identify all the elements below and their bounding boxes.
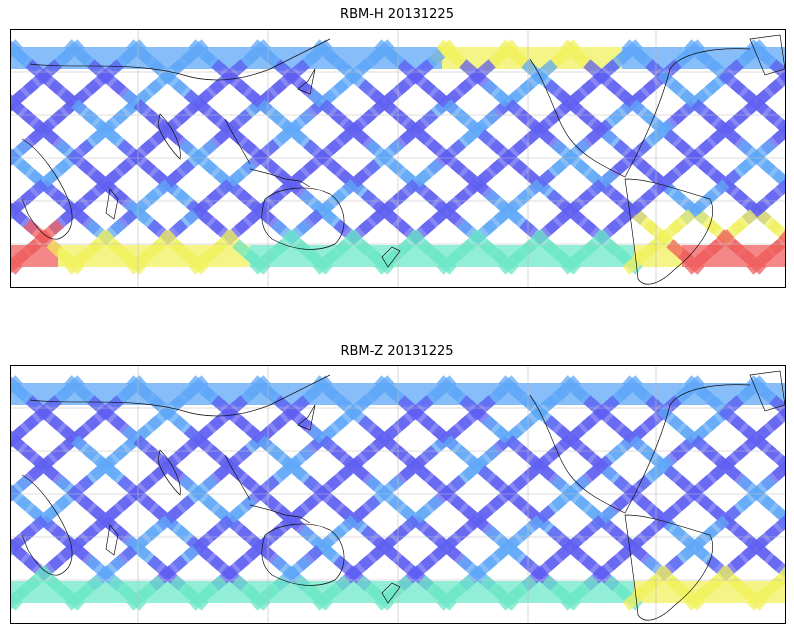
swath-band xyxy=(226,245,238,267)
panel-title-rbm-h: RBM-H 20131225 xyxy=(340,7,454,22)
swath-band xyxy=(718,47,730,69)
swath-band xyxy=(598,47,610,69)
swath-band xyxy=(778,581,786,603)
map-frame xyxy=(10,365,786,624)
coastline-path xyxy=(157,449,181,496)
swath-track xyxy=(312,585,340,611)
gridlines xyxy=(10,365,786,624)
coastline-path xyxy=(297,404,316,431)
coastline-path xyxy=(224,118,251,165)
map-rbm-h xyxy=(10,29,786,288)
swath-track xyxy=(10,249,30,275)
coastline-path xyxy=(21,474,73,576)
swath-band xyxy=(718,245,730,267)
swath-track xyxy=(746,585,774,611)
swath-band xyxy=(778,47,786,69)
swath-track xyxy=(250,585,278,611)
swath-band xyxy=(598,245,610,267)
swath-track xyxy=(10,199,25,221)
map-rbm-z xyxy=(10,365,786,624)
coastline-path xyxy=(624,514,713,621)
swath-band xyxy=(658,383,670,405)
coastline-path xyxy=(105,524,119,556)
coastline-path xyxy=(381,246,401,268)
coastline-path xyxy=(157,113,181,160)
swath-band xyxy=(226,47,238,69)
swath-track xyxy=(250,249,278,275)
swath-track xyxy=(126,585,154,611)
swath-track xyxy=(188,585,216,611)
swath-layer xyxy=(10,39,786,275)
swath-track xyxy=(560,585,588,611)
swath-track xyxy=(622,585,650,611)
swath-track xyxy=(684,585,712,611)
coastline-path xyxy=(529,48,751,178)
swath-track xyxy=(312,249,340,275)
coastline-path xyxy=(381,582,401,604)
swath-band xyxy=(226,383,238,405)
coastline-path xyxy=(261,187,345,250)
coastline-path xyxy=(297,68,316,95)
coastline-path xyxy=(224,454,251,501)
coastline-path xyxy=(529,384,751,514)
swath-band xyxy=(598,581,610,603)
swath-band xyxy=(346,245,358,267)
swath-track xyxy=(436,249,464,275)
swath-band xyxy=(718,383,730,405)
coastline-path xyxy=(249,168,311,188)
swath-track xyxy=(10,535,25,557)
coastline-path xyxy=(29,374,331,417)
swath-track xyxy=(684,249,712,275)
swath-track xyxy=(374,585,402,611)
swath-track xyxy=(746,249,774,275)
coastline-path xyxy=(21,138,73,240)
swath-band xyxy=(598,383,610,405)
coastline-path xyxy=(624,178,713,285)
swath-band xyxy=(286,581,298,603)
gridlines xyxy=(10,29,786,288)
swath-track xyxy=(498,585,526,611)
swath-layer xyxy=(10,375,786,611)
swath-band xyxy=(778,245,786,267)
swath-band xyxy=(658,47,670,69)
swath-band xyxy=(778,383,786,405)
swath-band xyxy=(346,581,358,603)
swath-track xyxy=(498,249,526,275)
panel-title-rbm-z: RBM-Z 20131225 xyxy=(340,344,454,359)
swath-track xyxy=(622,249,650,275)
swath-track xyxy=(560,249,588,275)
swath-band xyxy=(286,245,298,267)
swath-track xyxy=(436,585,464,611)
swath-band xyxy=(658,245,670,267)
coastline-path xyxy=(29,38,331,81)
swath-band xyxy=(346,383,358,405)
swath-band xyxy=(658,581,670,603)
coastline-path xyxy=(261,523,345,586)
swath-track xyxy=(10,585,30,611)
swath-track xyxy=(126,249,154,275)
coastline-path xyxy=(249,504,311,524)
map-frame xyxy=(10,29,786,288)
swath-band xyxy=(718,581,730,603)
coastline-path xyxy=(105,188,119,220)
swath-track xyxy=(64,585,92,611)
swath-track xyxy=(64,249,92,275)
swath-band xyxy=(226,581,238,603)
coastlines xyxy=(21,34,786,285)
swath-track xyxy=(188,249,216,275)
swath-track xyxy=(374,249,402,275)
swath-band xyxy=(346,47,358,69)
